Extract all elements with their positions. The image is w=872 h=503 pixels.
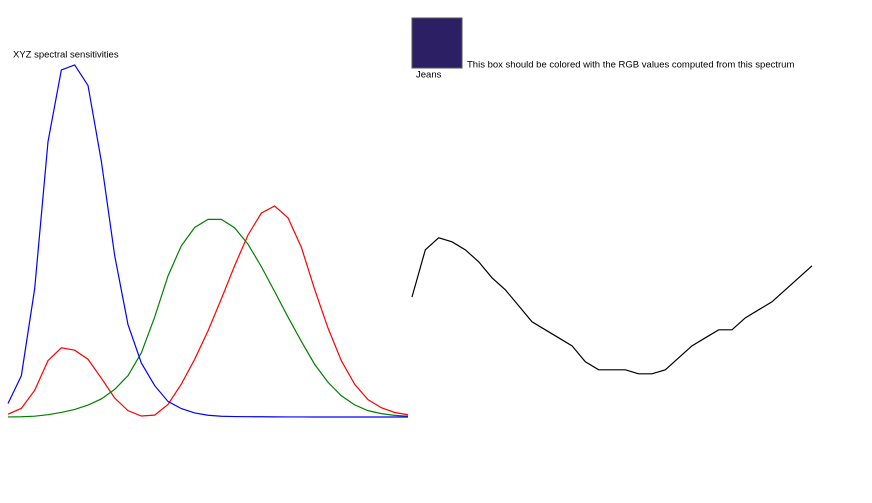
color-swatch [411, 17, 463, 69]
series-line [7, 205, 409, 417]
chart-title: XYZ spectral sensitivities [13, 50, 119, 61]
series-line [7, 218, 409, 418]
annotation: This box should be colored with the RGB … [467, 60, 794, 71]
swatch-label: Jeans [416, 70, 442, 81]
series-line [7, 64, 408, 418]
series-line [411, 237, 813, 375]
